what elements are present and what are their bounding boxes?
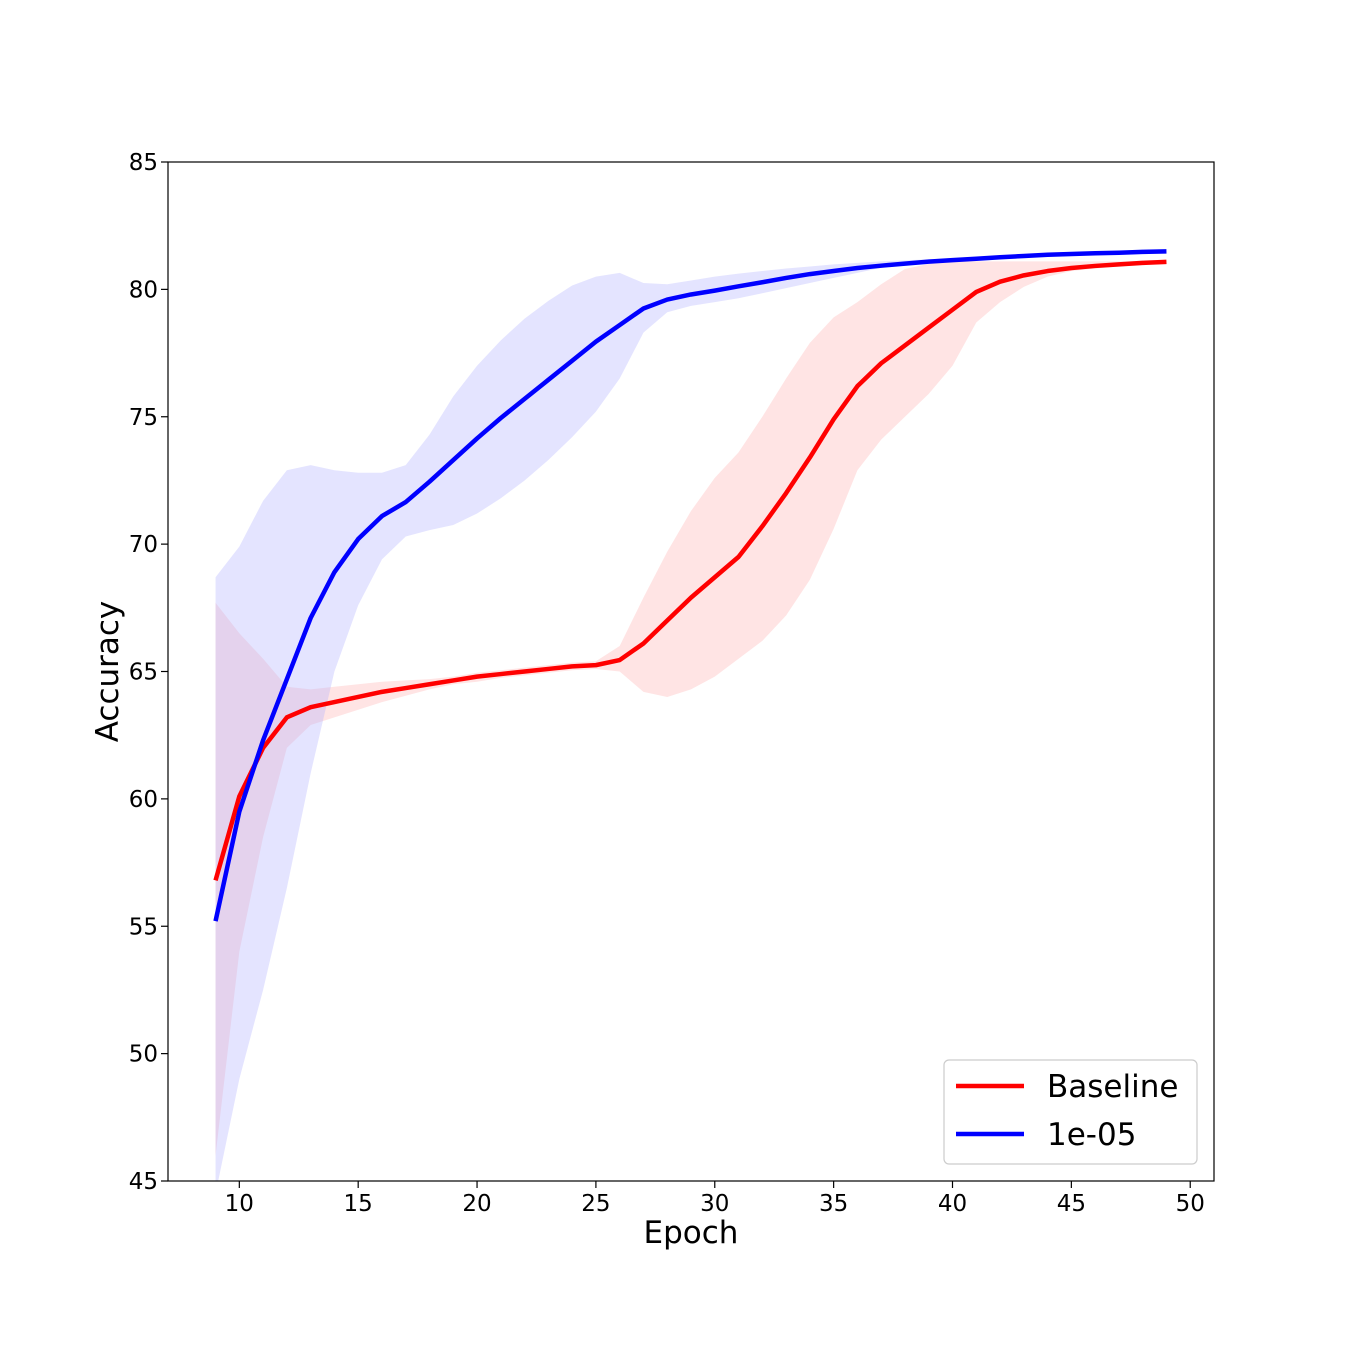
x-tick-label: 35 [819, 1191, 848, 1217]
legend-label-1e-05: 1e-05 [1047, 1117, 1136, 1153]
band-1e-05 [215, 250, 1167, 1181]
series-lines [213, 249, 1167, 922]
x-tick-label: 50 [1176, 1191, 1205, 1217]
x-tick-label: 25 [581, 1191, 610, 1217]
y-tick-label: 50 [129, 1042, 158, 1068]
x-tick-label: 15 [344, 1191, 373, 1217]
x-tick-label: 20 [462, 1191, 491, 1217]
y-tick-label: 85 [129, 150, 158, 176]
y-axis-ticks: 45 50 55 60 65 70 75 80 85 [129, 150, 168, 1195]
x-tick-label: 10 [225, 1191, 254, 1217]
confidence-bands [215, 250, 1167, 1181]
y-axis-label: Accuracy [90, 601, 126, 743]
legend: Baseline 1e-05 [943, 1059, 1198, 1165]
line-baseline [213, 259, 1167, 882]
x-tick-label: 40 [938, 1191, 967, 1217]
y-tick-label: 80 [129, 277, 158, 303]
x-tick-label: 30 [700, 1191, 729, 1217]
line-1e-05 [213, 249, 1167, 922]
y-tick-label: 60 [129, 787, 158, 813]
y-tick-label: 65 [129, 660, 158, 686]
x-axis-label: Epoch [644, 1215, 739, 1251]
x-axis-ticks: 10 15 20 25 30 35 40 45 50 [225, 1181, 1205, 1217]
x-tick-label: 45 [1057, 1191, 1086, 1217]
y-tick-label: 70 [129, 532, 158, 558]
band-baseline [215, 260, 1167, 1156]
y-tick-label: 75 [129, 405, 158, 431]
y-tick-label: 45 [129, 1169, 158, 1195]
y-tick-label: 55 [129, 914, 158, 940]
legend-label-baseline: Baseline [1047, 1069, 1178, 1105]
